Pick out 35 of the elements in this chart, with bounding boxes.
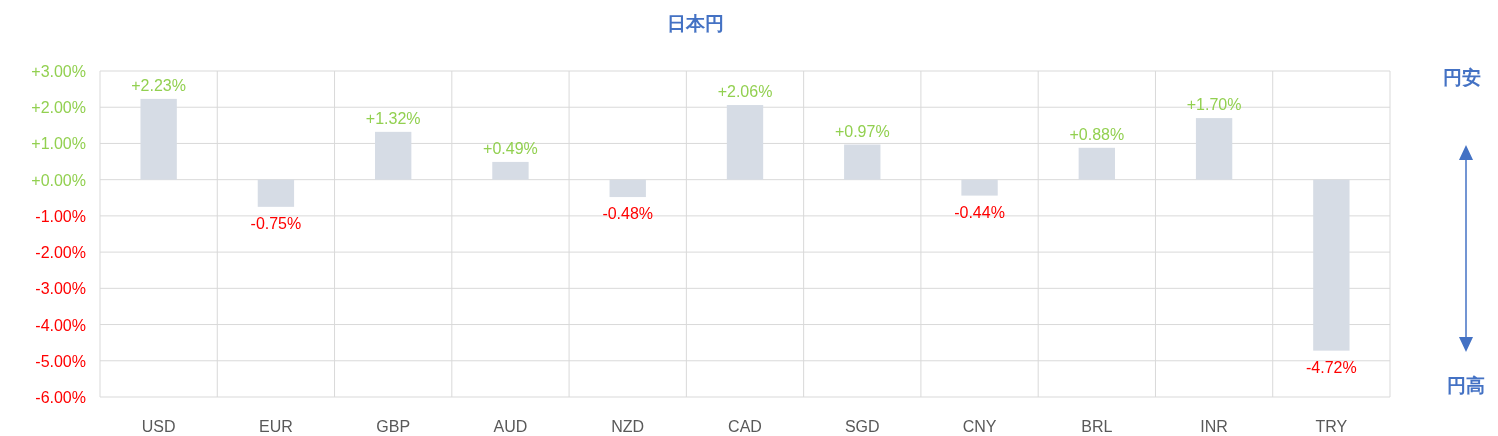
y-tick-label: -5.00% bbox=[35, 352, 86, 370]
x-tick-label: USD bbox=[141, 418, 176, 435]
data-label: -4.72% bbox=[1306, 358, 1357, 376]
x-tick-label: NZD bbox=[611, 418, 645, 435]
text: 円高 bbox=[1447, 375, 1485, 396]
x-tick-label: INR bbox=[1200, 418, 1228, 435]
chart-title: 日本円 bbox=[666, 13, 724, 34]
x-tick-label: EUR bbox=[259, 418, 293, 435]
data-label: +2.06% bbox=[717, 83, 773, 101]
y-tick-label: +1.00% bbox=[31, 135, 86, 153]
y-tick-label: -6.00% bbox=[35, 389, 86, 406]
y-tick-label: +0.00% bbox=[31, 171, 86, 189]
data-label: -0.44% bbox=[954, 203, 1005, 221]
y-tick-label: -3.00% bbox=[35, 280, 86, 298]
y-tick-label: -1.00% bbox=[35, 207, 86, 225]
data-label: +0.49% bbox=[483, 139, 538, 157]
x-tick-label: AUD bbox=[493, 418, 528, 435]
data-label: +0.97% bbox=[834, 122, 890, 140]
y-tick-label: +2.00% bbox=[31, 99, 86, 117]
data-label: +1.70% bbox=[1186, 96, 1242, 114]
data-label: +1.32% bbox=[365, 109, 421, 127]
data-label: +0.88% bbox=[1069, 125, 1125, 143]
x-tick-label: GBP bbox=[376, 418, 411, 435]
y-tick-label: +3.00% bbox=[31, 63, 86, 80]
x-tick-label: TRY bbox=[1315, 418, 1348, 435]
x-tick-label: SGD bbox=[844, 418, 880, 435]
x-tick-label: BRL bbox=[1081, 418, 1113, 435]
data-label: -0.75% bbox=[250, 214, 302, 232]
y-tick-label: -2.00% bbox=[35, 244, 86, 262]
x-tick-label: CNY bbox=[962, 418, 997, 435]
y-tick-label: -4.00% bbox=[35, 316, 86, 334]
x-tick-label: CAD bbox=[728, 418, 762, 435]
data-label: +2.23% bbox=[131, 76, 186, 94]
text: 円安 bbox=[1443, 67, 1481, 88]
data-label: -0.48% bbox=[602, 205, 654, 223]
